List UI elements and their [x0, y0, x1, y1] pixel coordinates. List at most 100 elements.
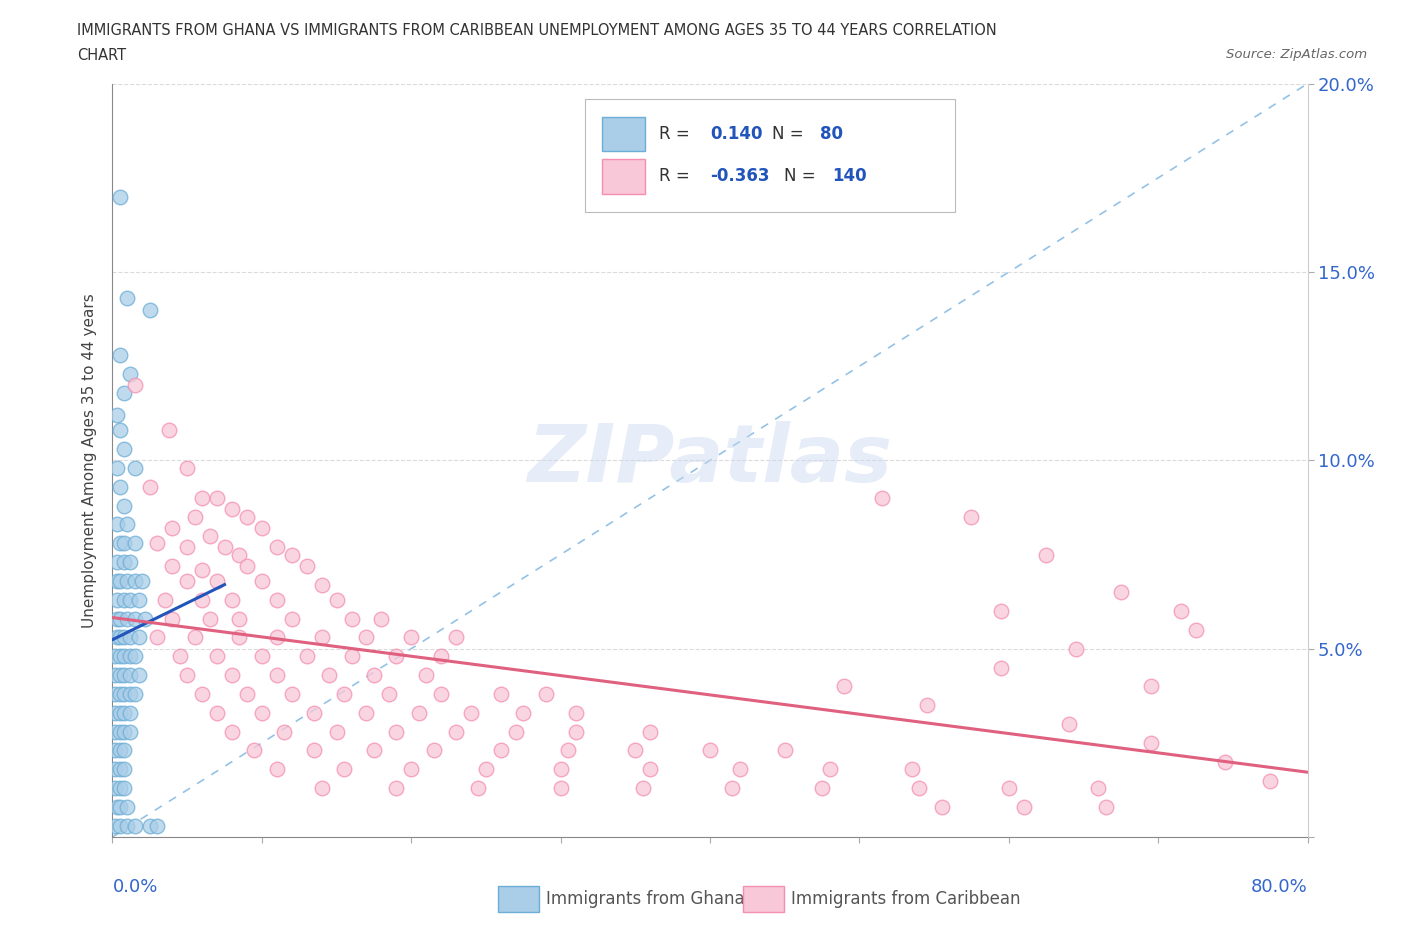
Point: [104, 649, 127, 664]
Point: [221, 592, 243, 607]
Point: [960, 510, 983, 525]
Point: [108, 611, 131, 626]
Point: [430, 649, 453, 664]
Point: [699, 743, 721, 758]
Point: [363, 743, 385, 758]
Point: [1035, 547, 1057, 562]
Point: [117, 611, 139, 626]
Point: [430, 686, 453, 701]
Point: [134, 611, 156, 626]
Point: [624, 743, 647, 758]
Point: [250, 649, 273, 664]
Point: [108, 800, 131, 815]
Point: [124, 536, 146, 551]
Point: [214, 539, 236, 554]
Point: [475, 762, 498, 777]
Point: [460, 705, 482, 720]
Point: [114, 724, 135, 739]
Point: [281, 686, 304, 701]
Point: [162, 521, 183, 536]
Point: [363, 668, 385, 683]
Point: [444, 630, 467, 644]
Point: [415, 668, 437, 683]
Point: [325, 592, 347, 607]
Point: [131, 574, 153, 589]
Point: [221, 502, 243, 517]
Point: [266, 762, 288, 777]
Point: [250, 705, 273, 720]
FancyBboxPatch shape: [585, 99, 955, 212]
FancyBboxPatch shape: [603, 159, 645, 193]
Point: [1184, 622, 1206, 637]
Point: [146, 536, 169, 551]
Point: [176, 539, 198, 554]
Point: [228, 547, 250, 562]
Point: [104, 762, 127, 777]
Point: [266, 539, 288, 554]
Point: [1095, 800, 1118, 815]
Point: [162, 558, 183, 573]
Point: [228, 611, 250, 626]
Point: [108, 780, 131, 795]
Point: [146, 630, 169, 644]
Point: [108, 190, 131, 205]
Point: [489, 743, 512, 758]
FancyBboxPatch shape: [499, 886, 538, 911]
Point: [108, 649, 131, 664]
Point: [104, 724, 127, 739]
Point: [512, 705, 534, 720]
Point: [266, 630, 288, 644]
Point: [176, 460, 198, 475]
Point: [931, 800, 953, 815]
Point: [401, 762, 423, 777]
Point: [117, 574, 139, 589]
Point: [281, 611, 304, 626]
Point: [318, 668, 340, 683]
Text: CHART: CHART: [77, 48, 127, 63]
Point: [124, 611, 146, 626]
Text: -0.363: -0.363: [710, 167, 769, 185]
Point: [915, 698, 938, 712]
Point: [139, 818, 162, 833]
Point: [117, 800, 139, 815]
Point: [205, 574, 228, 589]
Point: [250, 574, 273, 589]
Point: [1087, 780, 1109, 795]
Point: [114, 686, 135, 701]
Point: [1170, 604, 1192, 618]
Point: [266, 592, 288, 607]
Point: [139, 479, 162, 494]
Point: [340, 611, 363, 626]
Point: [205, 705, 228, 720]
Point: [191, 562, 214, 577]
Point: [191, 491, 214, 506]
Point: [356, 705, 378, 720]
Text: 140: 140: [832, 167, 866, 185]
Point: [281, 547, 304, 562]
Point: [356, 630, 378, 644]
Point: [205, 491, 228, 506]
Point: [1109, 585, 1132, 600]
Text: Immigrants from Caribbean: Immigrants from Caribbean: [792, 890, 1021, 908]
Point: [198, 611, 221, 626]
Point: [124, 649, 146, 664]
Point: [117, 517, 139, 532]
Text: ZIPatlas: ZIPatlas: [527, 421, 893, 499]
Point: [120, 668, 142, 683]
Point: [108, 536, 131, 551]
Point: [128, 592, 150, 607]
Point: [640, 724, 662, 739]
Point: [640, 762, 662, 777]
Point: [1215, 754, 1237, 769]
Point: [124, 818, 146, 833]
Point: [124, 378, 146, 392]
Text: R =: R =: [658, 126, 695, 143]
Point: [108, 686, 131, 701]
Point: [120, 705, 142, 720]
Point: [1064, 642, 1087, 657]
Point: [1057, 717, 1080, 732]
Y-axis label: Unemployment Among Ages 35 to 44 years: Unemployment Among Ages 35 to 44 years: [82, 293, 97, 628]
Point: [998, 780, 1021, 795]
Point: [114, 498, 135, 513]
Point: [120, 724, 142, 739]
